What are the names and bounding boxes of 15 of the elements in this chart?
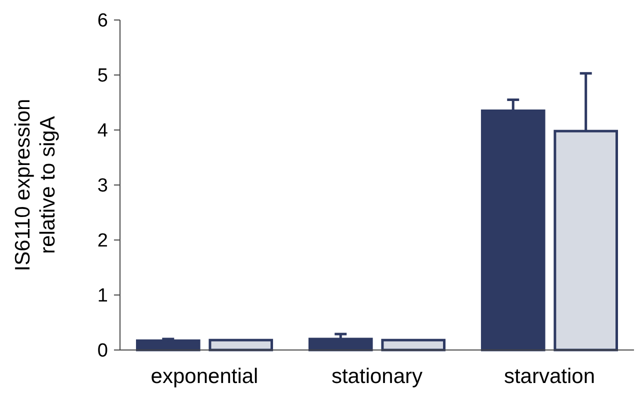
bar: [381, 338, 446, 352]
y-axis-title: IS6110 expression relative to sigA: [11, 98, 60, 272]
y-tick-label: 0: [97, 340, 108, 362]
y-tick-label: 3: [97, 176, 108, 197]
y-tick-label: 5: [97, 66, 108, 87]
bar: [208, 338, 274, 352]
y-tick-label: 1: [97, 286, 108, 307]
y-tick-label: 2: [97, 230, 108, 252]
x-tick-label: exponential: [150, 365, 258, 388]
bar: [308, 338, 373, 352]
bar: [136, 339, 200, 352]
y-tick-label: 4: [97, 120, 108, 142]
x-tick-label: starvation: [504, 365, 596, 388]
x-tick-label: stationary: [331, 365, 424, 388]
y-tick-label: 6: [97, 10, 108, 32]
